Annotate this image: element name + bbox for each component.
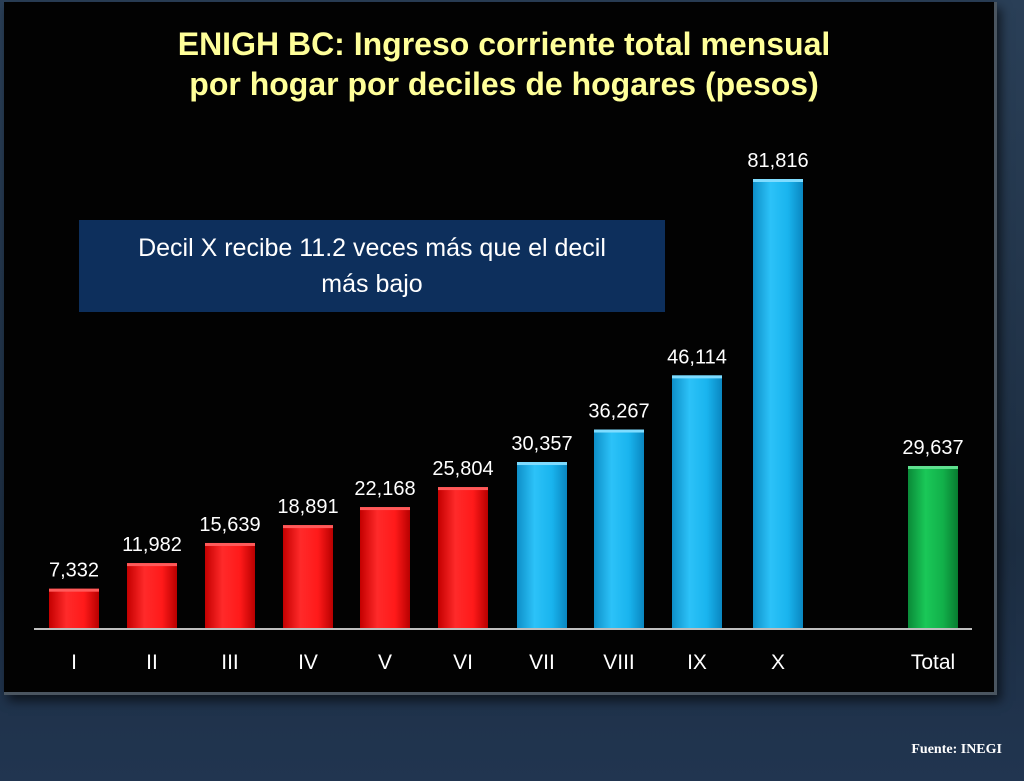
- value-label: 18,891: [277, 496, 338, 518]
- chart-title-line-2: por hogar por deciles de hogares (pesos): [189, 66, 819, 102]
- bar-vii: [517, 462, 567, 629]
- bar-x: [753, 179, 803, 629]
- bar-highlight: [753, 179, 803, 182]
- category-label: V: [378, 651, 392, 674]
- chart-title: ENIGH BC: Ingreso corriente total mensua…: [4, 24, 1004, 104]
- bar-total: [908, 465, 958, 629]
- bar-vi: [438, 487, 488, 629]
- bar-highlight: [205, 542, 255, 546]
- category-label: II: [146, 651, 158, 674]
- bar-highlight: [672, 375, 722, 379]
- bar-ix: [672, 375, 722, 629]
- bar-v: [360, 507, 410, 629]
- category-label: IX: [687, 651, 707, 674]
- bar-highlight: [908, 465, 958, 469]
- bar-iii: [205, 542, 255, 629]
- category-label: IV: [298, 651, 318, 674]
- bar-viii: [594, 429, 644, 629]
- bar-highlight: [594, 429, 644, 433]
- value-label: 29,637: [902, 437, 963, 459]
- category-label: VIII: [603, 651, 635, 674]
- bar-highlight: [517, 462, 567, 466]
- bar-i: [49, 588, 99, 629]
- value-label: 11,982: [122, 534, 182, 556]
- value-label: 15,639: [199, 514, 260, 536]
- category-label: VII: [529, 651, 555, 674]
- category-label: I: [71, 651, 77, 674]
- category-label: X: [771, 651, 785, 674]
- value-label: 22,168: [354, 478, 415, 500]
- bar-highlight: [360, 507, 410, 511]
- bar-highlight: [438, 487, 488, 491]
- chart-title-line-1: ENIGH BC: Ingreso corriente total mensua…: [177, 26, 831, 62]
- bar-highlight: [283, 525, 333, 529]
- value-label: 25,804: [432, 458, 493, 480]
- bar-ii: [127, 563, 177, 629]
- callout-text: Decil X recibe 11.2 veces más que el dec…: [138, 234, 606, 298]
- category-label: Total: [911, 651, 955, 674]
- callout-box: Decil X recibe 11.2 veces más que el dec…: [79, 220, 665, 312]
- source-note: Fuente: INEGI: [911, 742, 1002, 757]
- bar-highlight: [127, 563, 177, 567]
- bar-iv: [283, 525, 333, 629]
- category-label: VI: [453, 651, 473, 674]
- value-label: 81,816: [747, 150, 808, 172]
- value-label: 46,114: [667, 346, 727, 368]
- chart-panel: ENIGH BC: Ingreso corriente total mensua…: [4, 2, 997, 695]
- category-label: III: [221, 651, 239, 674]
- bar-chart: 7,332 I 11,982 II 15,639 III 18,891 IV 22,168 V 25…: [34, 150, 972, 674]
- value-label: 7,332: [49, 560, 99, 582]
- value-label: 36,267: [588, 401, 649, 423]
- value-label: 30,357: [511, 433, 572, 455]
- bar-highlight: [49, 588, 99, 592]
